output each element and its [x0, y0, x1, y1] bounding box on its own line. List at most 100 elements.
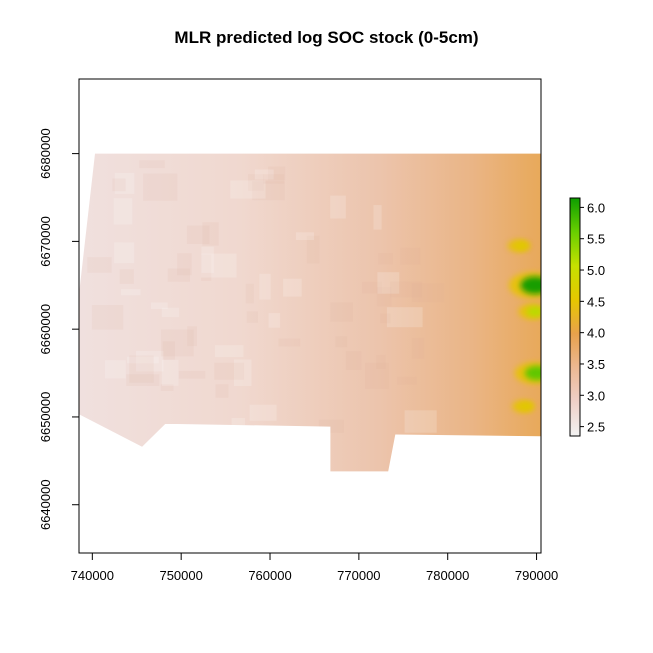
field-patch [361, 281, 382, 294]
field-patch [139, 160, 165, 169]
study-area [79, 153, 541, 472]
y-tick-label: 6650000 [38, 392, 53, 443]
field-patch [143, 173, 178, 201]
field-patch [378, 253, 393, 265]
field-patch [259, 273, 271, 300]
field-patch [113, 198, 133, 225]
field-patch [214, 362, 245, 380]
field-patch [254, 169, 274, 180]
field-patch [268, 166, 286, 181]
field-patch [178, 370, 206, 379]
y-tick-label: 6680000 [38, 128, 53, 179]
field-patch [119, 269, 134, 284]
field-patch [177, 253, 192, 276]
field-patch [365, 362, 389, 389]
high-soc-patches [507, 239, 541, 413]
field-patch [390, 281, 423, 298]
field-patch [151, 302, 168, 309]
y-axis: 6640000 6650000 6660000 6670000 6680000 [38, 128, 80, 530]
field-patch [411, 337, 425, 359]
field-patch [295, 232, 314, 240]
legend-tick-label: 2.5 [587, 420, 605, 435]
field-patch [306, 235, 320, 264]
field-patch [201, 246, 214, 273]
field-patch [202, 222, 219, 246]
legend-tick-label: 4.0 [587, 326, 605, 341]
legend-tick-label: 3.0 [587, 388, 605, 403]
soc-hotspot [524, 365, 541, 381]
field-patch [114, 242, 135, 264]
field-patch [161, 307, 180, 318]
field-patch [268, 313, 281, 328]
field-patch [252, 181, 285, 201]
field-patch [278, 338, 301, 347]
field-patch [136, 350, 164, 372]
x-tick-label: 760000 [248, 568, 291, 583]
soc-raster [79, 153, 541, 472]
x-tick-label: 780000 [426, 568, 469, 583]
legend-tick-label: 5.0 [587, 263, 605, 278]
field-patch [112, 178, 126, 192]
field-patch [162, 341, 175, 360]
field-patch [201, 253, 237, 278]
soc-hotspot [520, 276, 541, 294]
field-patch [376, 287, 392, 307]
legend-colorbar: 2.5 3.0 3.5 4.0 4.5 5.0 5.5 6.0 [569, 197, 605, 437]
field-patch [167, 268, 190, 282]
field-patch [121, 289, 141, 296]
y-tick-label: 6670000 [38, 216, 53, 267]
field-patch [126, 374, 160, 386]
x-tick-label: 750000 [159, 568, 202, 583]
field-patch [231, 418, 245, 434]
field-patch [249, 404, 277, 421]
x-tick-label: 790000 [515, 568, 558, 583]
field-patch [335, 336, 348, 348]
field-patch [246, 311, 258, 323]
soc-hotspot [519, 402, 534, 411]
field-patch [330, 195, 346, 219]
field-patch [187, 326, 197, 347]
field-patch [114, 172, 135, 194]
field-patch [91, 305, 124, 330]
y-tick-label: 6640000 [38, 479, 53, 530]
legend-tick-label: 6.0 [587, 200, 605, 215]
legend-tick-label: 5.5 [587, 232, 605, 247]
field-patch [186, 225, 210, 244]
field-patch [160, 384, 174, 391]
field-patch [201, 254, 212, 281]
field-patch [161, 359, 179, 386]
y-tick-label: 6660000 [38, 304, 53, 355]
legend-bar [569, 197, 581, 437]
field-patch [397, 376, 417, 385]
field-patch [234, 359, 252, 386]
legend-ticks: 2.5 3.0 3.5 4.0 4.5 5.0 5.5 6.0 [580, 200, 605, 435]
field-patch [283, 278, 302, 297]
field-patch [373, 205, 382, 230]
soc-hotspot [526, 306, 541, 317]
field-patch [318, 419, 344, 433]
x-tick-label: 740000 [71, 568, 114, 583]
field-patch [214, 345, 244, 358]
legend-tick-label: 3.5 [587, 357, 605, 372]
field-patch [377, 272, 400, 294]
plot-title: MLR predicted log SOC stock (0-5cm) [174, 28, 479, 47]
field-patch [386, 307, 423, 328]
field-patch [411, 283, 445, 303]
field-patch [160, 329, 194, 357]
field-patch [330, 302, 353, 322]
field-patch [230, 180, 266, 199]
legend-tick-label: 4.5 [587, 294, 605, 309]
field-patch [345, 351, 362, 370]
x-tick-label: 770000 [337, 568, 380, 583]
field-patch [127, 356, 159, 364]
field-patch [248, 174, 264, 191]
field-patch [380, 313, 391, 324]
field-patch [129, 355, 154, 383]
field-patch [376, 354, 386, 369]
field-patch [215, 384, 229, 398]
field-patch [245, 283, 254, 304]
field-patch [87, 257, 112, 273]
x-axis: 740000 750000 760000 770000 780000 790000 [71, 552, 558, 583]
field-patch [263, 174, 285, 184]
